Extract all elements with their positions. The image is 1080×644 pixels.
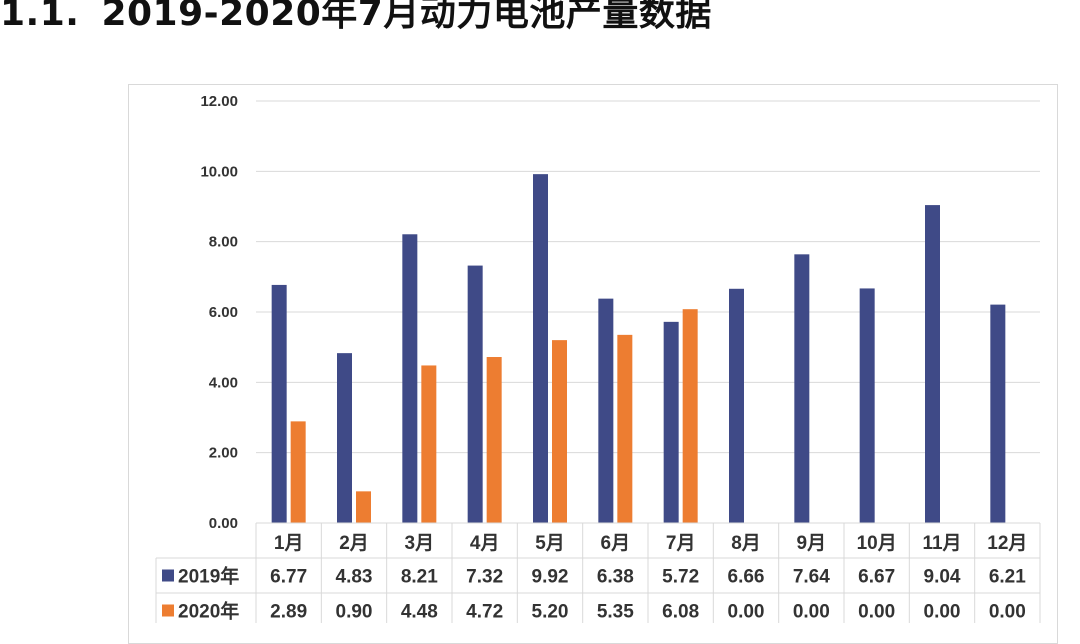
y-tick-label: 0.00 <box>209 515 238 532</box>
data-table-value: 5.35 <box>597 602 634 623</box>
data-table-value: 7.64 <box>793 567 830 588</box>
bar-2019-5 <box>533 174 548 523</box>
data-table-value: 6.77 <box>270 567 307 588</box>
bar-2019-10 <box>859 288 875 523</box>
bar-2019-6 <box>598 298 614 523</box>
y-tick-label: 6.00 <box>209 304 238 321</box>
data-table-value: 0.00 <box>858 602 895 623</box>
heading-text: 2019-2020年7月动力电池产量数据 <box>101 0 712 34</box>
bar-chart: 0.00 2.00 4.00 6.00 8.00 10.00 12.00 1月 2月 3月 4月 5月… <box>155 93 1041 623</box>
x-category-label: 12月 <box>987 533 1027 554</box>
bar-2019-12 <box>990 304 1006 523</box>
bar-2020-3 <box>421 365 437 523</box>
legend-key-2020 <box>162 604 174 617</box>
data-table-value: 8.21 <box>401 567 438 588</box>
x-category-label: 3月 <box>405 533 435 554</box>
x-category-label: 8月 <box>731 533 761 554</box>
y-tick-label: 10.00 <box>200 163 238 180</box>
data-table-value: 2.89 <box>270 602 307 623</box>
data-table-value: 6.08 <box>662 602 699 623</box>
data-table-value: 4.48 <box>401 602 438 623</box>
y-tick-label: 4.00 <box>209 374 238 391</box>
data-table-value: 4.72 <box>466 602 503 623</box>
bar-2019-1 <box>271 284 287 523</box>
x-category-label: 11月 <box>922 533 961 554</box>
y-tick-label: 12.00 <box>200 93 238 110</box>
bar-2019-11 <box>925 205 940 524</box>
bar-2020-4 <box>486 357 502 523</box>
data-table-value: 0.00 <box>924 602 961 623</box>
bar-2019-4 <box>467 265 483 523</box>
x-category-label: 10月 <box>857 533 897 554</box>
bar-2019-9 <box>794 254 810 523</box>
data-table-value: 0.00 <box>728 602 765 623</box>
bar-2020-7 <box>682 309 698 523</box>
data-table-value: 0.90 <box>336 602 373 623</box>
legend-label-2020: 2020年 <box>178 600 239 623</box>
bar-2019-2 <box>337 353 352 523</box>
data-table-value: 7.32 <box>466 567 503 588</box>
x-category-label: 1月 <box>274 533 304 554</box>
data-table-value: 0.00 <box>989 602 1026 623</box>
x-category-label: 2月 <box>339 533 369 554</box>
data-table-value: 5.20 <box>532 602 569 623</box>
x-category-label: 6月 <box>601 533 631 554</box>
x-category-label: 7月 <box>666 533 696 554</box>
x-category-label: 5月 <box>535 533 565 554</box>
page-heading: 1.1. 2019-2020年7月动力电池产量数据 <box>0 0 712 42</box>
data-table-value: 9.92 <box>532 567 569 588</box>
data-table-value: 5.72 <box>662 567 699 588</box>
data-table-value: 6.21 <box>989 567 1026 588</box>
bar-2020-5 <box>552 340 567 523</box>
bar-2020-2 <box>356 491 371 523</box>
data-table-value: 6.67 <box>858 567 895 588</box>
data-table-value: 9.04 <box>924 567 961 588</box>
bar-2019-3 <box>402 234 418 523</box>
data-table-value: 6.38 <box>597 567 634 588</box>
data-table-value: 6.66 <box>728 567 765 588</box>
bar-2020-6 <box>617 334 633 523</box>
legend-key-2019 <box>162 569 174 582</box>
data-table-value: 4.83 <box>336 567 373 588</box>
x-category-label: 4月 <box>470 533 500 554</box>
heading-number: 1.1. <box>0 0 80 34</box>
y-tick-label: 2.00 <box>209 445 238 462</box>
legend-label-2019: 2019年 <box>178 565 239 588</box>
bar-2019-8 <box>729 288 744 523</box>
data-table-value: 0.00 <box>793 602 830 623</box>
y-tick-label: 8.00 <box>209 234 238 251</box>
bar-2020-1 <box>290 421 306 523</box>
x-category-label: 9月 <box>797 533 827 554</box>
bar-2019-7 <box>663 321 679 523</box>
